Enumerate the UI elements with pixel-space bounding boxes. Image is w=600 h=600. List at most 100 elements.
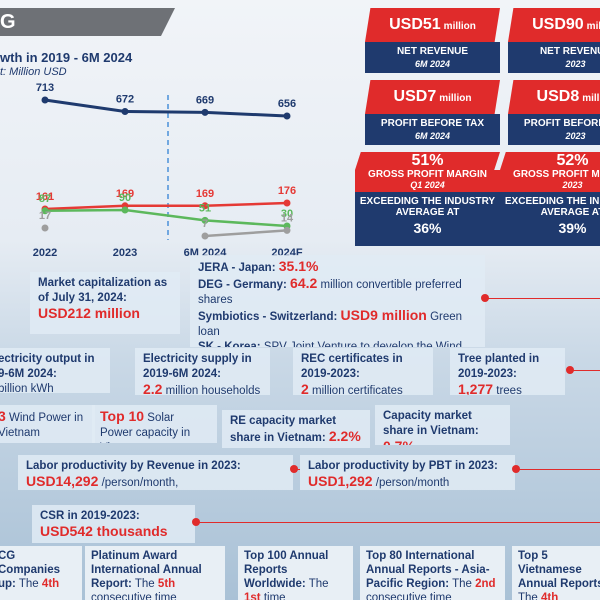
text-text: Solar Power capacity in Vietnam <box>100 412 191 443</box>
value-text: USD212 million <box>38 305 140 321</box>
value-text: 5th <box>157 578 176 590</box>
x-tick-label: 2022 <box>33 247 57 259</box>
text-line: 2.2 million households <box>143 382 262 396</box>
text-line: Labor productivity by PBT in 2023: <box>308 459 507 474</box>
value-label: 161 <box>36 191 54 203</box>
kpi-note: EXCEEDING THE INDUSTRY AVERAGE AT <box>359 196 496 218</box>
fact-box: Electricity supply in 2019-6M 2024: 2.2 … <box>135 348 270 395</box>
text-line: billion kWh <box>0 382 102 393</box>
fact-box: Labor productivity by PBT in 2023: USD1,… <box>300 455 515 490</box>
label-text: Labor productivity by Revenue in 2023: <box>26 460 241 472</box>
text-line: Platinum Award International Annual Repo… <box>91 549 219 600</box>
label-text: RE capacity market share in Vietnam: <box>230 415 337 444</box>
fact-box: Tree planted in 2019-2023: 1,277 trees <box>450 348 565 395</box>
text-line: 1,277 trees <box>458 381 557 396</box>
connector <box>516 469 600 470</box>
value-text: 2 <box>301 381 309 396</box>
label-text: Tree planted in 2019-2023: <box>458 353 540 380</box>
kpi-unit: million <box>586 21 600 32</box>
text-line: ectricity output in 9-6M 2024: <box>0 352 102 382</box>
kpi-period: 2023 <box>562 180 583 190</box>
kpi-note-value: 36% <box>413 220 442 236</box>
text-text: billion kWh <box>0 383 54 393</box>
kpi-label-box: PROFIT BEFORE TAX 2023 <box>508 114 600 145</box>
kpi-label-box: NET REVENUE 6M 2024 <box>365 42 500 73</box>
value-text: 2nd <box>475 578 496 590</box>
text-line: Tree planted in 2019-2023: <box>458 352 557 382</box>
fact-box: JERA - Japan: 35.1% DEG - Germany: 64.2 … <box>190 255 485 347</box>
text-line: Capacity market share in Vietnam: 0.7% <box>383 409 502 445</box>
kpi-period: 2023 <box>565 59 586 69</box>
text-text: million convertible preferred shares <box>198 279 462 306</box>
text-text: The <box>308 578 329 590</box>
text-line: Top 10 Solar Power capacity in Vietnam <box>100 408 209 444</box>
kpi-banner-sub: GROSS PROFIT MARGIN Q1 2024 <box>355 170 500 192</box>
text-line: Top 80 International Annual Reports - As… <box>366 549 499 600</box>
text-line: 2 million certificates <box>301 381 425 396</box>
value-label: 669 <box>196 94 214 106</box>
kpi-amount: 52% <box>556 152 589 169</box>
fact-box: CSR in 2019-2023: USD542 thousands <box>32 505 195 543</box>
series-line <box>44 201 288 211</box>
connector <box>570 370 600 371</box>
text-line: SK - Korea: SPV Joint Venture to develop… <box>198 340 477 347</box>
label-text: DEG - Germany: <box>198 279 287 291</box>
text-line: Top 5 Vietnamese Annual Reports The 4th … <box>518 549 600 600</box>
value-label: 656 <box>278 98 296 110</box>
connector-dot <box>481 294 489 302</box>
label-text: Electricity supply in 2019-6M 2024: <box>143 353 252 380</box>
text-text: million households <box>165 385 261 395</box>
kpi-note-value: 39% <box>558 220 587 236</box>
value-label: 672 <box>116 94 134 106</box>
text-text: The <box>134 578 155 590</box>
value-label: 17 <box>39 210 51 222</box>
connector <box>196 522 600 523</box>
kpi-banner: USD51 million <box>365 8 500 42</box>
point <box>121 206 129 214</box>
value-text: USD1,292 <box>308 473 373 489</box>
kpi-unit: million <box>439 93 472 104</box>
label-text: JERA - Japan: <box>198 262 276 274</box>
kpi-label: GROSS PROFIT MARGIN <box>368 170 487 180</box>
chart-title: wth in 2019 - 6M 2024 <box>0 50 133 65</box>
label-text: Top 100 Annual Reports Worldwide: <box>244 550 329 590</box>
text-line: USD1,292 /person/month <box>308 474 507 490</box>
kpi-label: NET REVENUE <box>396 46 469 57</box>
text-line: USD542 thousands <box>40 524 187 541</box>
text-text: /person/month <box>375 477 450 489</box>
point <box>41 207 49 215</box>
point <box>201 108 209 116</box>
x-tick-label: 2023 <box>113 247 137 259</box>
text-line: Market capitalization as of July 31, 202… <box>38 276 172 306</box>
kpi-unit: million <box>443 21 476 32</box>
point <box>201 202 209 210</box>
value-text: 1,277 <box>458 381 494 396</box>
value-label: 51 <box>199 202 211 214</box>
text-line: Symbiotics - Switzerland: USD9 million G… <box>198 308 477 340</box>
fact-box: Top 10 Solar Power capacity in Vietnam <box>92 405 217 443</box>
fact-box: Market capitalization as of July 31, 202… <box>30 272 180 334</box>
kpi-banner: USD90million <box>508 8 600 42</box>
label-text: ectricity output in 9-6M 2024: <box>0 353 95 380</box>
value-text: Top 10 <box>100 408 145 424</box>
text-text: trees <box>496 385 522 395</box>
label-text: Top 5 Vietnamese Annual Reports <box>518 550 600 590</box>
kpi-label-box: PROFIT BEFORE TAX 6M 2024 <box>365 114 500 145</box>
kpi-banner: USD7 million <box>365 80 500 114</box>
text-line: DEG - Germany: 64.2 million convertible … <box>198 276 477 308</box>
award-box: CG Companies up: The 4th <box>0 546 82 600</box>
award-box: Top 100 Annual Reports Worldwide: The 1s… <box>238 546 353 600</box>
kpi-amount: USD7 <box>393 88 437 105</box>
text-line: Top 100 Annual Reports Worldwide: The 1s… <box>244 549 347 600</box>
kpi-card: 51% GROSS PROFIT MARGIN Q1 2024 EXCEEDING T… <box>355 152 500 246</box>
value-text: 0.7% <box>383 438 415 446</box>
text-text: Wind Power in Vietnam <box>0 412 84 439</box>
value-text: 1st <box>244 592 261 600</box>
value-label: 169 <box>196 188 214 200</box>
header-title: G PERFORMANCE <box>0 8 175 36</box>
text-text: SPV Joint Venture to develop the Wind Po… <box>263 341 463 347</box>
text-text: consecutive time <box>91 592 177 600</box>
point <box>201 232 209 240</box>
text-line: USD212 million <box>38 306 172 323</box>
